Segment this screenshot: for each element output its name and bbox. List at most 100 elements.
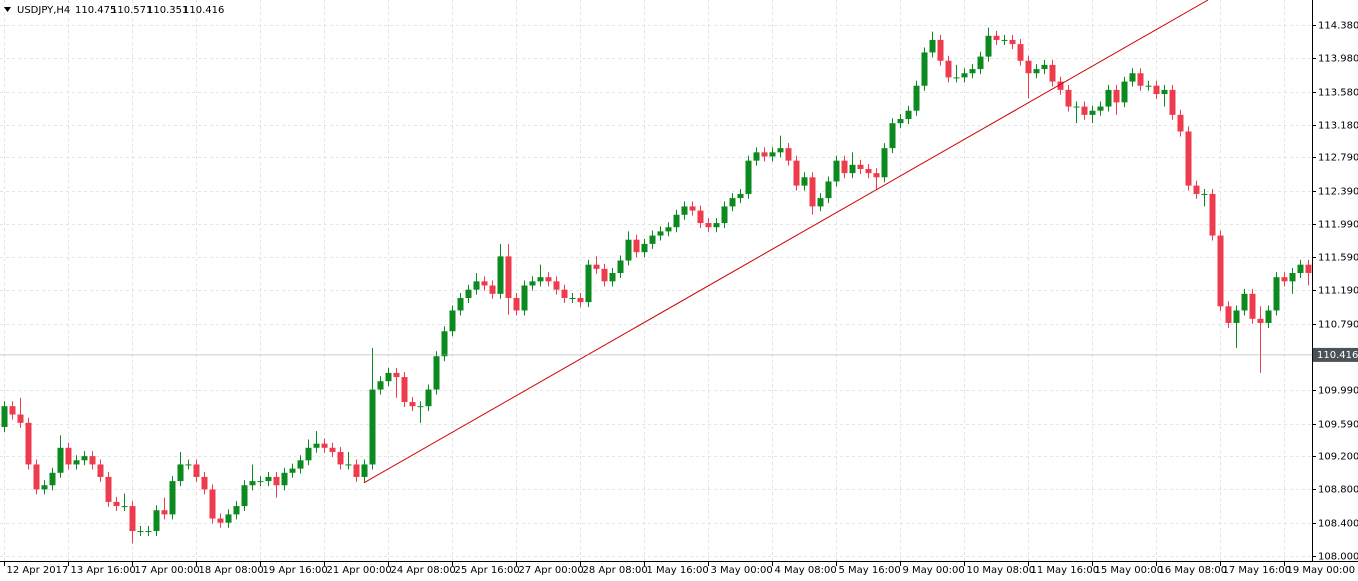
candle-body <box>729 198 736 207</box>
x-tick-label: 19 May 00:00 <box>1287 565 1356 576</box>
candle-body <box>225 514 232 523</box>
candle-body <box>857 164 864 169</box>
candle-body <box>1225 306 1232 323</box>
candle-body <box>617 260 624 274</box>
candle-body <box>1129 73 1136 82</box>
candle-body <box>1009 39 1016 45</box>
candle-body <box>793 160 800 186</box>
candle-body <box>449 310 456 332</box>
candle-body <box>817 198 824 207</box>
candle-body <box>97 464 104 477</box>
candle-body <box>513 297 520 311</box>
candle-body <box>409 402 416 407</box>
y-tick-label: 113.180 <box>1318 121 1358 132</box>
x-tick-label: 21 Apr 00:00 <box>327 565 392 576</box>
candle-body <box>553 281 560 290</box>
candle-body <box>121 506 128 508</box>
x-tick-label: 4 May 08:00 <box>775 565 837 576</box>
x-tick-label: 25 Apr 16:00 <box>455 565 520 576</box>
x-tick-label: 10 May 08:00 <box>967 565 1036 576</box>
candle-body <box>1241 293 1248 311</box>
candle-body <box>1201 193 1208 195</box>
candle-body <box>249 481 256 486</box>
candle-body <box>889 123 896 149</box>
candle-body <box>569 297 576 299</box>
candle-body <box>233 506 240 515</box>
candle-body <box>1249 293 1256 319</box>
x-tick-label: 15 May 00:00 <box>1095 565 1164 576</box>
candle-body <box>217 518 224 523</box>
candle-body <box>969 69 976 74</box>
candle-body <box>1057 81 1064 90</box>
candle-body <box>937 39 944 61</box>
candle-body <box>385 372 392 382</box>
candle-body <box>529 281 536 286</box>
candle-body <box>169 481 176 515</box>
candle-body <box>1153 85 1160 95</box>
candle-body <box>329 447 336 452</box>
x-tick-label: 11 May 16:00 <box>1031 565 1100 576</box>
candle-body <box>921 52 928 86</box>
candle-body <box>945 60 952 78</box>
header-high: 110.571 <box>111 5 152 16</box>
candle-body <box>577 297 584 303</box>
candle-body <box>545 277 552 282</box>
candle-body <box>929 39 936 53</box>
y-tick-label: 110.790 <box>1318 320 1358 331</box>
y-tick-label: 109.590 <box>1318 420 1358 431</box>
candle-body <box>337 451 344 465</box>
candle-body <box>1185 131 1192 186</box>
x-tick-label: 18 Apr 08:00 <box>199 565 264 576</box>
candle-body <box>1041 64 1048 70</box>
candle-body <box>473 281 480 290</box>
header-low: 110.351 <box>147 5 188 16</box>
candle-body <box>457 297 464 311</box>
candle-body <box>281 472 288 486</box>
candle-body <box>825 181 832 199</box>
candle-body <box>1105 89 1112 107</box>
candle-body <box>393 372 400 378</box>
candle-body <box>505 256 512 298</box>
candle-body <box>1177 114 1184 132</box>
candle-body <box>873 173 880 178</box>
candle-body <box>9 406 16 415</box>
candle-body <box>849 164 856 174</box>
candle-body <box>17 414 24 423</box>
x-tick-label: 3 May 00:00 <box>711 565 773 576</box>
candle-body <box>809 177 816 207</box>
candle-body <box>105 476 112 502</box>
x-tick-label: 24 Apr 08:00 <box>391 565 456 576</box>
candle-body <box>657 231 664 236</box>
candle-body <box>1161 89 1168 95</box>
y-tick-label: 113.980 <box>1318 54 1358 65</box>
candle-body <box>305 447 312 461</box>
y-tick-label: 113.580 <box>1318 88 1358 99</box>
trendline <box>363 0 1209 484</box>
x-tick-label: 12 Apr 2017 <box>7 565 69 576</box>
candle-body <box>185 464 192 466</box>
candle-body <box>1297 264 1304 274</box>
menu-triangle[interactable] <box>4 7 11 12</box>
candle-body <box>1273 277 1280 311</box>
plot-area <box>0 0 1312 561</box>
candle-body <box>713 223 720 228</box>
candle-body <box>241 485 248 507</box>
candle-body <box>905 110 912 120</box>
candle-body <box>913 85 920 111</box>
x-tick-label: 5 May 16:00 <box>839 565 901 576</box>
candle-body <box>1169 89 1176 115</box>
candle-body <box>721 206 728 224</box>
candle-body <box>73 460 80 465</box>
candle-body <box>1065 89 1072 107</box>
candle-body <box>433 356 440 390</box>
candle-body <box>681 206 688 215</box>
candle-body <box>49 472 56 486</box>
candle-body <box>673 214 680 228</box>
candle-body <box>369 389 376 465</box>
current-price-label: 110.416 <box>1317 350 1358 361</box>
candle-body <box>649 235 656 244</box>
candle-body <box>521 285 528 311</box>
candle-body <box>1193 185 1200 194</box>
candle-body <box>57 447 64 473</box>
y-tick-label: 108.400 <box>1318 519 1358 530</box>
